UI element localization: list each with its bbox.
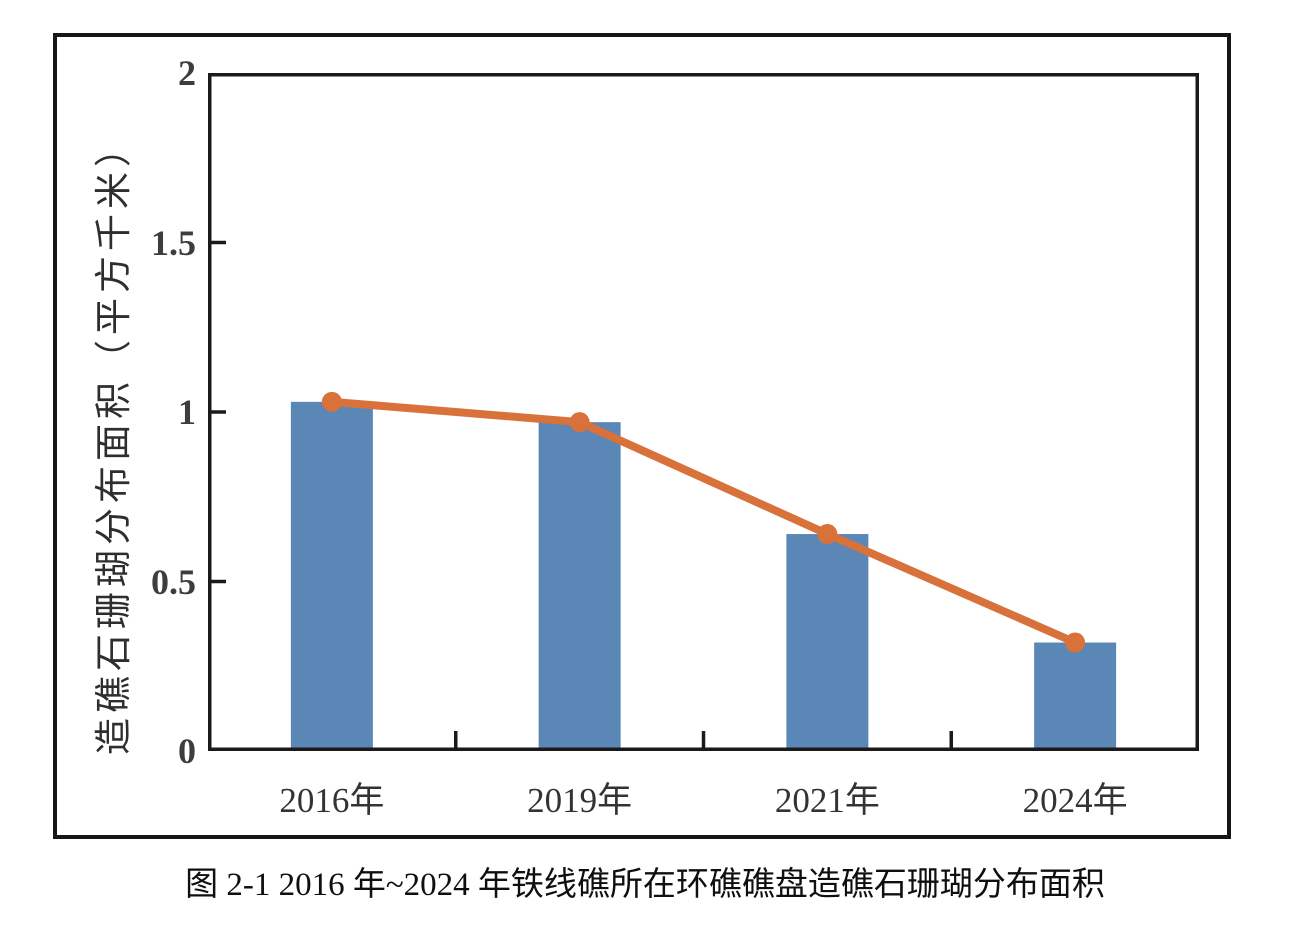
y-axis-title: 造礁石珊瑚分布面积（平方千米） bbox=[94, 125, 135, 755]
bar-2016年 bbox=[290, 401, 373, 749]
line-marker-2024年 bbox=[1065, 632, 1086, 653]
plot-frame bbox=[208, 73, 1199, 751]
y-tick-label-0.5: 0.5 bbox=[151, 561, 196, 602]
x-tick-label-2024年: 2024年 bbox=[1022, 781, 1128, 820]
bar-2024年 bbox=[1034, 642, 1117, 749]
line-marker-2016年 bbox=[321, 391, 342, 412]
line-marker-2019年 bbox=[569, 412, 590, 433]
x-tick-label-2016年: 2016年 bbox=[279, 781, 385, 820]
y-tick-label-0: 0 bbox=[178, 731, 196, 771]
line-marker-2021年 bbox=[817, 524, 838, 545]
figure-caption: 图 2-1 2016 年~2024 年铁线礁所在环礁礁盘造礁石珊瑚分布面积 bbox=[185, 867, 1105, 903]
chart-plot-area bbox=[208, 73, 1199, 751]
bar-2019年 bbox=[538, 422, 621, 749]
y-tick-label-1.5: 1.5 bbox=[151, 222, 196, 263]
x-tick-label-2019年: 2019年 bbox=[527, 781, 633, 820]
trend-line bbox=[327, 397, 1080, 647]
bar-2021年 bbox=[786, 534, 869, 749]
y-tick-label-1: 1 bbox=[178, 392, 196, 432]
y-tick-label-2: 2 bbox=[178, 53, 196, 93]
x-tick-label-2021年: 2021年 bbox=[774, 781, 880, 820]
